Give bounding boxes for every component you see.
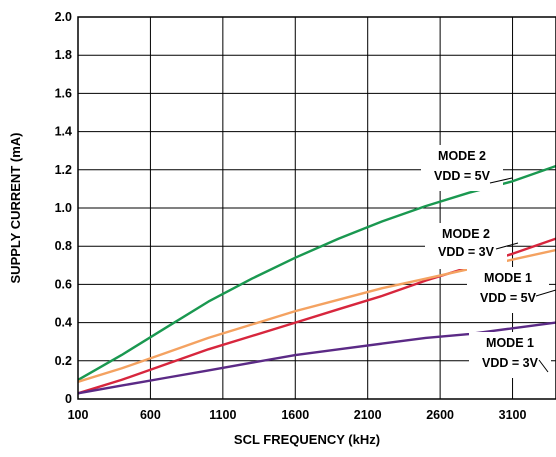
series-label-line-1: MODE 1 <box>486 336 534 350</box>
series-label: MODE 1 VDD = 5V <box>467 267 556 313</box>
y-tick-labels: 0 0.2 0.4 0.6 0.8 1.0 1.2 1.4 1.6 1.8 2.0 <box>55 10 72 406</box>
x-tick-label: 100 <box>68 408 89 422</box>
x-tick-label: 2100 <box>354 408 382 422</box>
series-label-line-2: VDD = 3V <box>482 356 539 370</box>
y-tick-label: 1.0 <box>55 201 72 215</box>
series-label-line-2: VDD = 5V <box>480 291 537 305</box>
label-background <box>469 332 551 378</box>
series-label: MODE 1 VDD = 3V <box>469 332 551 378</box>
y-tick-label: 0.4 <box>55 316 72 330</box>
x-tick-labels: 100 600 1100 1600 2100 2600 3100 <box>68 408 527 422</box>
series-label-line-2: VDD = 5V <box>434 169 491 183</box>
series-label-line-1: MODE 2 <box>438 149 486 163</box>
label-background <box>421 145 503 191</box>
label-leader-line <box>535 289 556 297</box>
x-tick-label: 2600 <box>426 408 454 422</box>
x-tick-label: 3100 <box>499 408 527 422</box>
y-tick-label: 2.0 <box>55 10 72 24</box>
x-tick-label: 1600 <box>281 408 309 422</box>
label-leader-line <box>538 359 549 373</box>
grid-lines <box>78 17 556 399</box>
plot-frame <box>77 16 556 400</box>
y-tick-label: 0.8 <box>55 239 72 253</box>
y-tick-label: 0 <box>65 392 72 406</box>
y-tick-label: 0.6 <box>55 277 72 291</box>
series-label-line-1: MODE 1 <box>484 271 532 285</box>
series-labels: MODE 2 VDD = 5V MODE 2 VDD = 3V MODE 1 VDD = … <box>421 145 556 378</box>
series-label: MODE 2 VDD = 3V <box>425 223 519 269</box>
x-tick-label: 1100 <box>209 408 236 422</box>
label-background <box>467 267 549 313</box>
y-tick-label: 1.2 <box>55 163 72 177</box>
series-label-line-2: VDD = 3V <box>438 245 495 259</box>
label-background <box>425 223 507 269</box>
y-axis-title: SUPPLY CURRENT (mA) <box>8 133 23 284</box>
y-tick-label: 1.8 <box>55 48 72 62</box>
x-axis-title: SCL FREQUENCY (kHz) <box>234 432 380 447</box>
series-label-line-1: MODE 2 <box>442 227 490 241</box>
y-tick-label: 0.2 <box>55 354 72 368</box>
label-leader-line <box>489 177 513 184</box>
label-leader-line <box>495 242 519 250</box>
y-tick-label: 1.4 <box>55 125 72 139</box>
x-tick-label: 600 <box>140 408 161 422</box>
series-label: MODE 2 VDD = 5V <box>421 145 513 191</box>
y-tick-label: 1.6 <box>55 86 72 100</box>
